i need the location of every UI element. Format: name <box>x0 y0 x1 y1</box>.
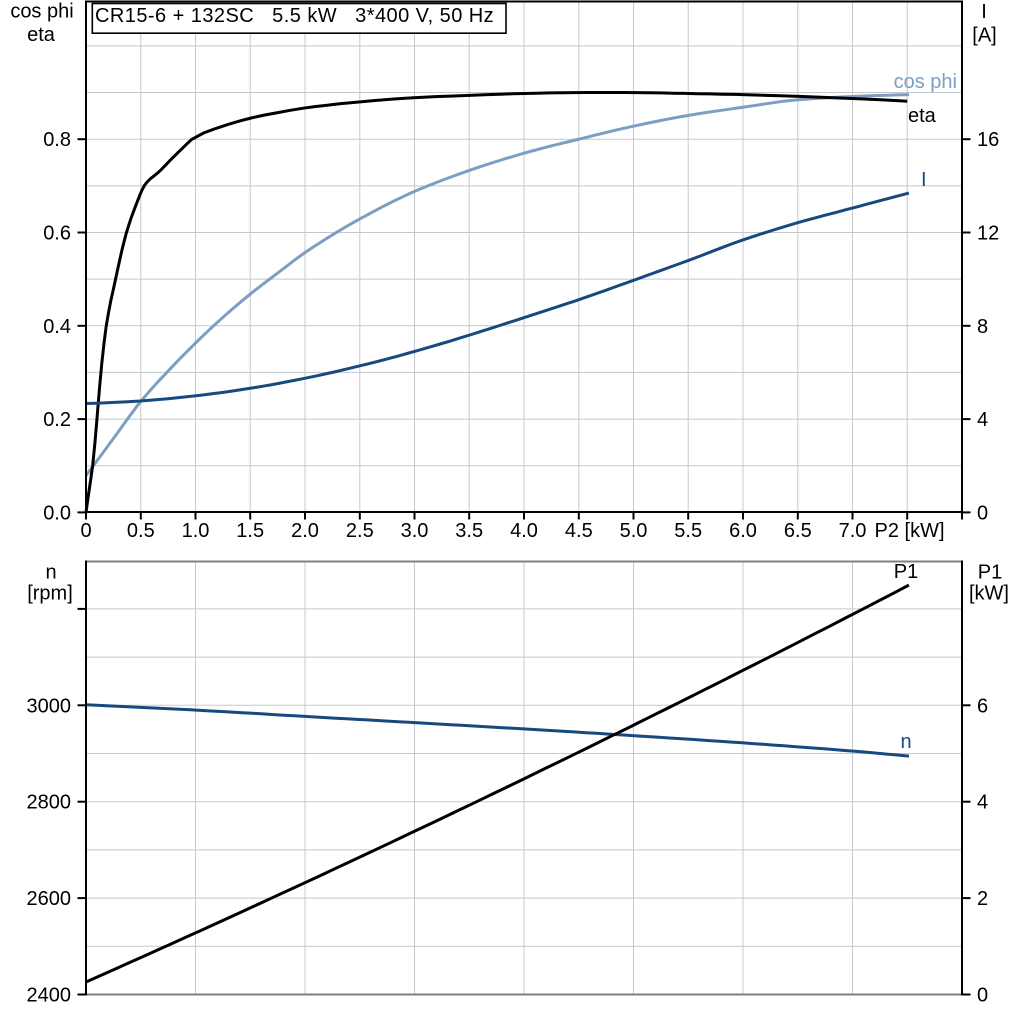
svg-text:3.0: 3.0 <box>401 520 429 542</box>
svg-text:0.8: 0.8 <box>43 129 71 151</box>
svg-text:CR15-6 + 132SC 5.5 kW 3*40: CR15-6 + 132SC 5.5 kW 3*400 V, 50 Hz <box>95 5 494 27</box>
svg-text:5.0: 5.0 <box>620 520 648 542</box>
svg-text:2800: 2800 <box>27 792 72 814</box>
svg-text:0.4: 0.4 <box>43 316 71 338</box>
svg-text:0: 0 <box>977 502 988 524</box>
svg-text:7.0: 7.0 <box>839 520 867 542</box>
svg-text:0: 0 <box>80 520 91 542</box>
svg-text:P2 [kW]: P2 [kW] <box>875 520 945 542</box>
svg-text:cos phi: cos phi <box>894 71 957 93</box>
svg-text:16: 16 <box>977 129 999 151</box>
svg-text:1.0: 1.0 <box>182 520 210 542</box>
svg-text:8: 8 <box>977 316 988 338</box>
svg-text:4: 4 <box>977 409 988 431</box>
svg-text:I: I <box>921 169 927 191</box>
svg-text:2: 2 <box>977 888 988 910</box>
svg-text:n: n <box>45 562 56 584</box>
svg-text:I: I <box>981 1 987 23</box>
svg-text:P1: P1 <box>978 562 1002 584</box>
svg-text:0.5: 0.5 <box>127 520 155 542</box>
svg-text:3.5: 3.5 <box>455 520 483 542</box>
svg-text:4.0: 4.0 <box>510 520 538 542</box>
svg-text:5.5: 5.5 <box>674 520 702 542</box>
svg-text:1.5: 1.5 <box>236 520 264 542</box>
svg-text:[kW]: [kW] <box>969 583 1009 605</box>
svg-text:P1: P1 <box>894 561 918 583</box>
svg-text:0.6: 0.6 <box>43 223 71 245</box>
svg-text:2600: 2600 <box>27 888 72 910</box>
svg-text:2.0: 2.0 <box>291 520 319 542</box>
svg-text:6.5: 6.5 <box>784 520 812 542</box>
svg-text:2.5: 2.5 <box>346 520 374 542</box>
svg-text:4: 4 <box>977 792 988 814</box>
svg-text:[rpm]: [rpm] <box>27 583 73 605</box>
svg-text:[A]: [A] <box>972 25 996 47</box>
svg-text:3000: 3000 <box>27 695 72 717</box>
svg-text:2400: 2400 <box>27 985 72 1007</box>
svg-text:12: 12 <box>977 223 999 245</box>
svg-text:cos phi: cos phi <box>10 1 73 23</box>
svg-text:n: n <box>900 731 911 753</box>
svg-text:eta: eta <box>27 24 56 46</box>
svg-text:0.2: 0.2 <box>43 409 71 431</box>
svg-text:4.5: 4.5 <box>565 520 593 542</box>
svg-text:eta: eta <box>908 105 937 127</box>
svg-text:6.0: 6.0 <box>729 520 757 542</box>
svg-text:0.0: 0.0 <box>43 502 71 524</box>
svg-text:0: 0 <box>977 985 988 1007</box>
svg-text:6: 6 <box>977 695 988 717</box>
